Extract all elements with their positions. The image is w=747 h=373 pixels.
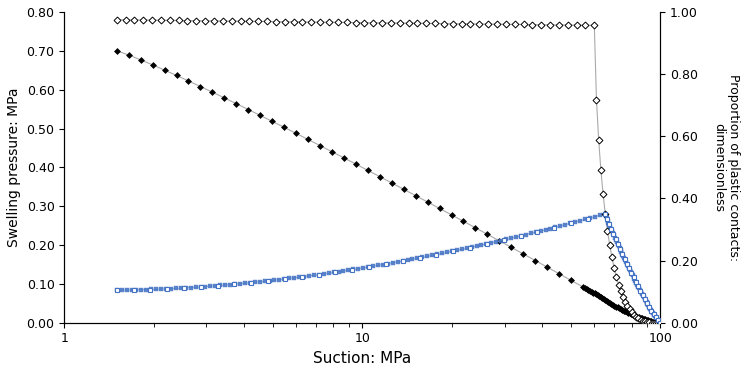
Y-axis label: Proportion of plastic contacts:
dimensionless: Proportion of plastic contacts: dimensio…: [712, 74, 740, 261]
Y-axis label: Swelling pressure: MPa: Swelling pressure: MPa: [7, 88, 21, 247]
X-axis label: Suction: MPa: Suction: MPa: [313, 351, 412, 366]
